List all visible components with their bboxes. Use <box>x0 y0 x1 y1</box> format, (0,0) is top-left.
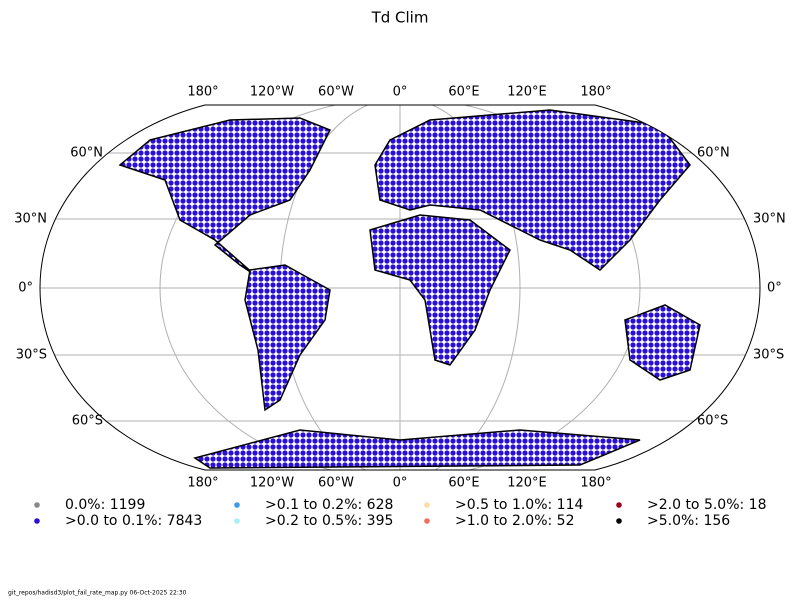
legend-label: 0.0%: 1199 <box>65 497 145 513</box>
lat-label: 30°N <box>753 212 786 227</box>
footer: git_repos/hadisd3/plot_fail_rate_map.py … <box>8 590 187 597</box>
map <box>40 105 760 470</box>
lon-label: 180° <box>580 85 611 100</box>
lon-label: 0° <box>393 476 408 491</box>
legend-marker <box>424 502 430 508</box>
legend-label: >0.0 to 0.1%: 7843 <box>65 513 202 529</box>
legend-marker <box>234 502 240 508</box>
title: Td Clim <box>371 9 429 27</box>
legend-marker <box>34 518 40 524</box>
graticule-labels: 180° 120°W 60°W 0° 60°E 120°E 180° 180° 120°W 60°… <box>14 85 786 491</box>
lat-label: 0° <box>18 281 33 296</box>
lat-label: 60°S <box>697 414 728 429</box>
lon-label: 180° <box>187 476 218 491</box>
lat-label: 30°N <box>14 212 47 227</box>
legend: 0.0%: 1199>0.0 to 0.1%: 7843 >0.1 to 0.2%… <box>34 497 767 529</box>
lon-label: 120°E <box>507 85 547 100</box>
lon-label: 60°W <box>318 85 354 100</box>
lon-label: 120°W <box>250 85 294 100</box>
land <box>118 109 701 469</box>
lon-label: 120°E <box>507 476 547 491</box>
lat-label: 0° <box>767 281 782 296</box>
lon-label: 60°E <box>448 85 479 100</box>
legend-label: >0.1 to 0.2%: 628 <box>265 497 393 513</box>
lat-label: 60°S <box>72 414 103 429</box>
lon-label: 60°W <box>318 476 354 491</box>
legend-label: >5.0%: 156 <box>647 513 730 529</box>
lon-label: 180° <box>580 476 611 491</box>
legend-marker <box>34 502 40 508</box>
lat-label: 30°S <box>753 348 784 363</box>
legend-marker <box>616 518 622 524</box>
lon-label: 0° <box>393 85 408 100</box>
legend-label: >1.0 to 2.0%: 52 <box>455 513 575 529</box>
lat-label: 60°N <box>697 146 730 161</box>
lon-label: 180° <box>187 85 218 100</box>
lat-label: 60°N <box>70 146 103 161</box>
legend-label: >0.5 to 1.0%: 114 <box>455 497 583 513</box>
legend-marker <box>616 502 622 508</box>
legend-marker <box>234 518 240 524</box>
legend-label: >2.0 to 5.0%: 18 <box>647 497 767 513</box>
lon-label: 120°W <box>250 476 294 491</box>
legend-marker <box>424 518 430 524</box>
map-border <box>39 104 761 471</box>
legend-label: >0.2 to 0.5%: 395 <box>265 513 393 529</box>
lon-label: 60°E <box>448 476 479 491</box>
lat-label: 30°S <box>16 348 47 363</box>
